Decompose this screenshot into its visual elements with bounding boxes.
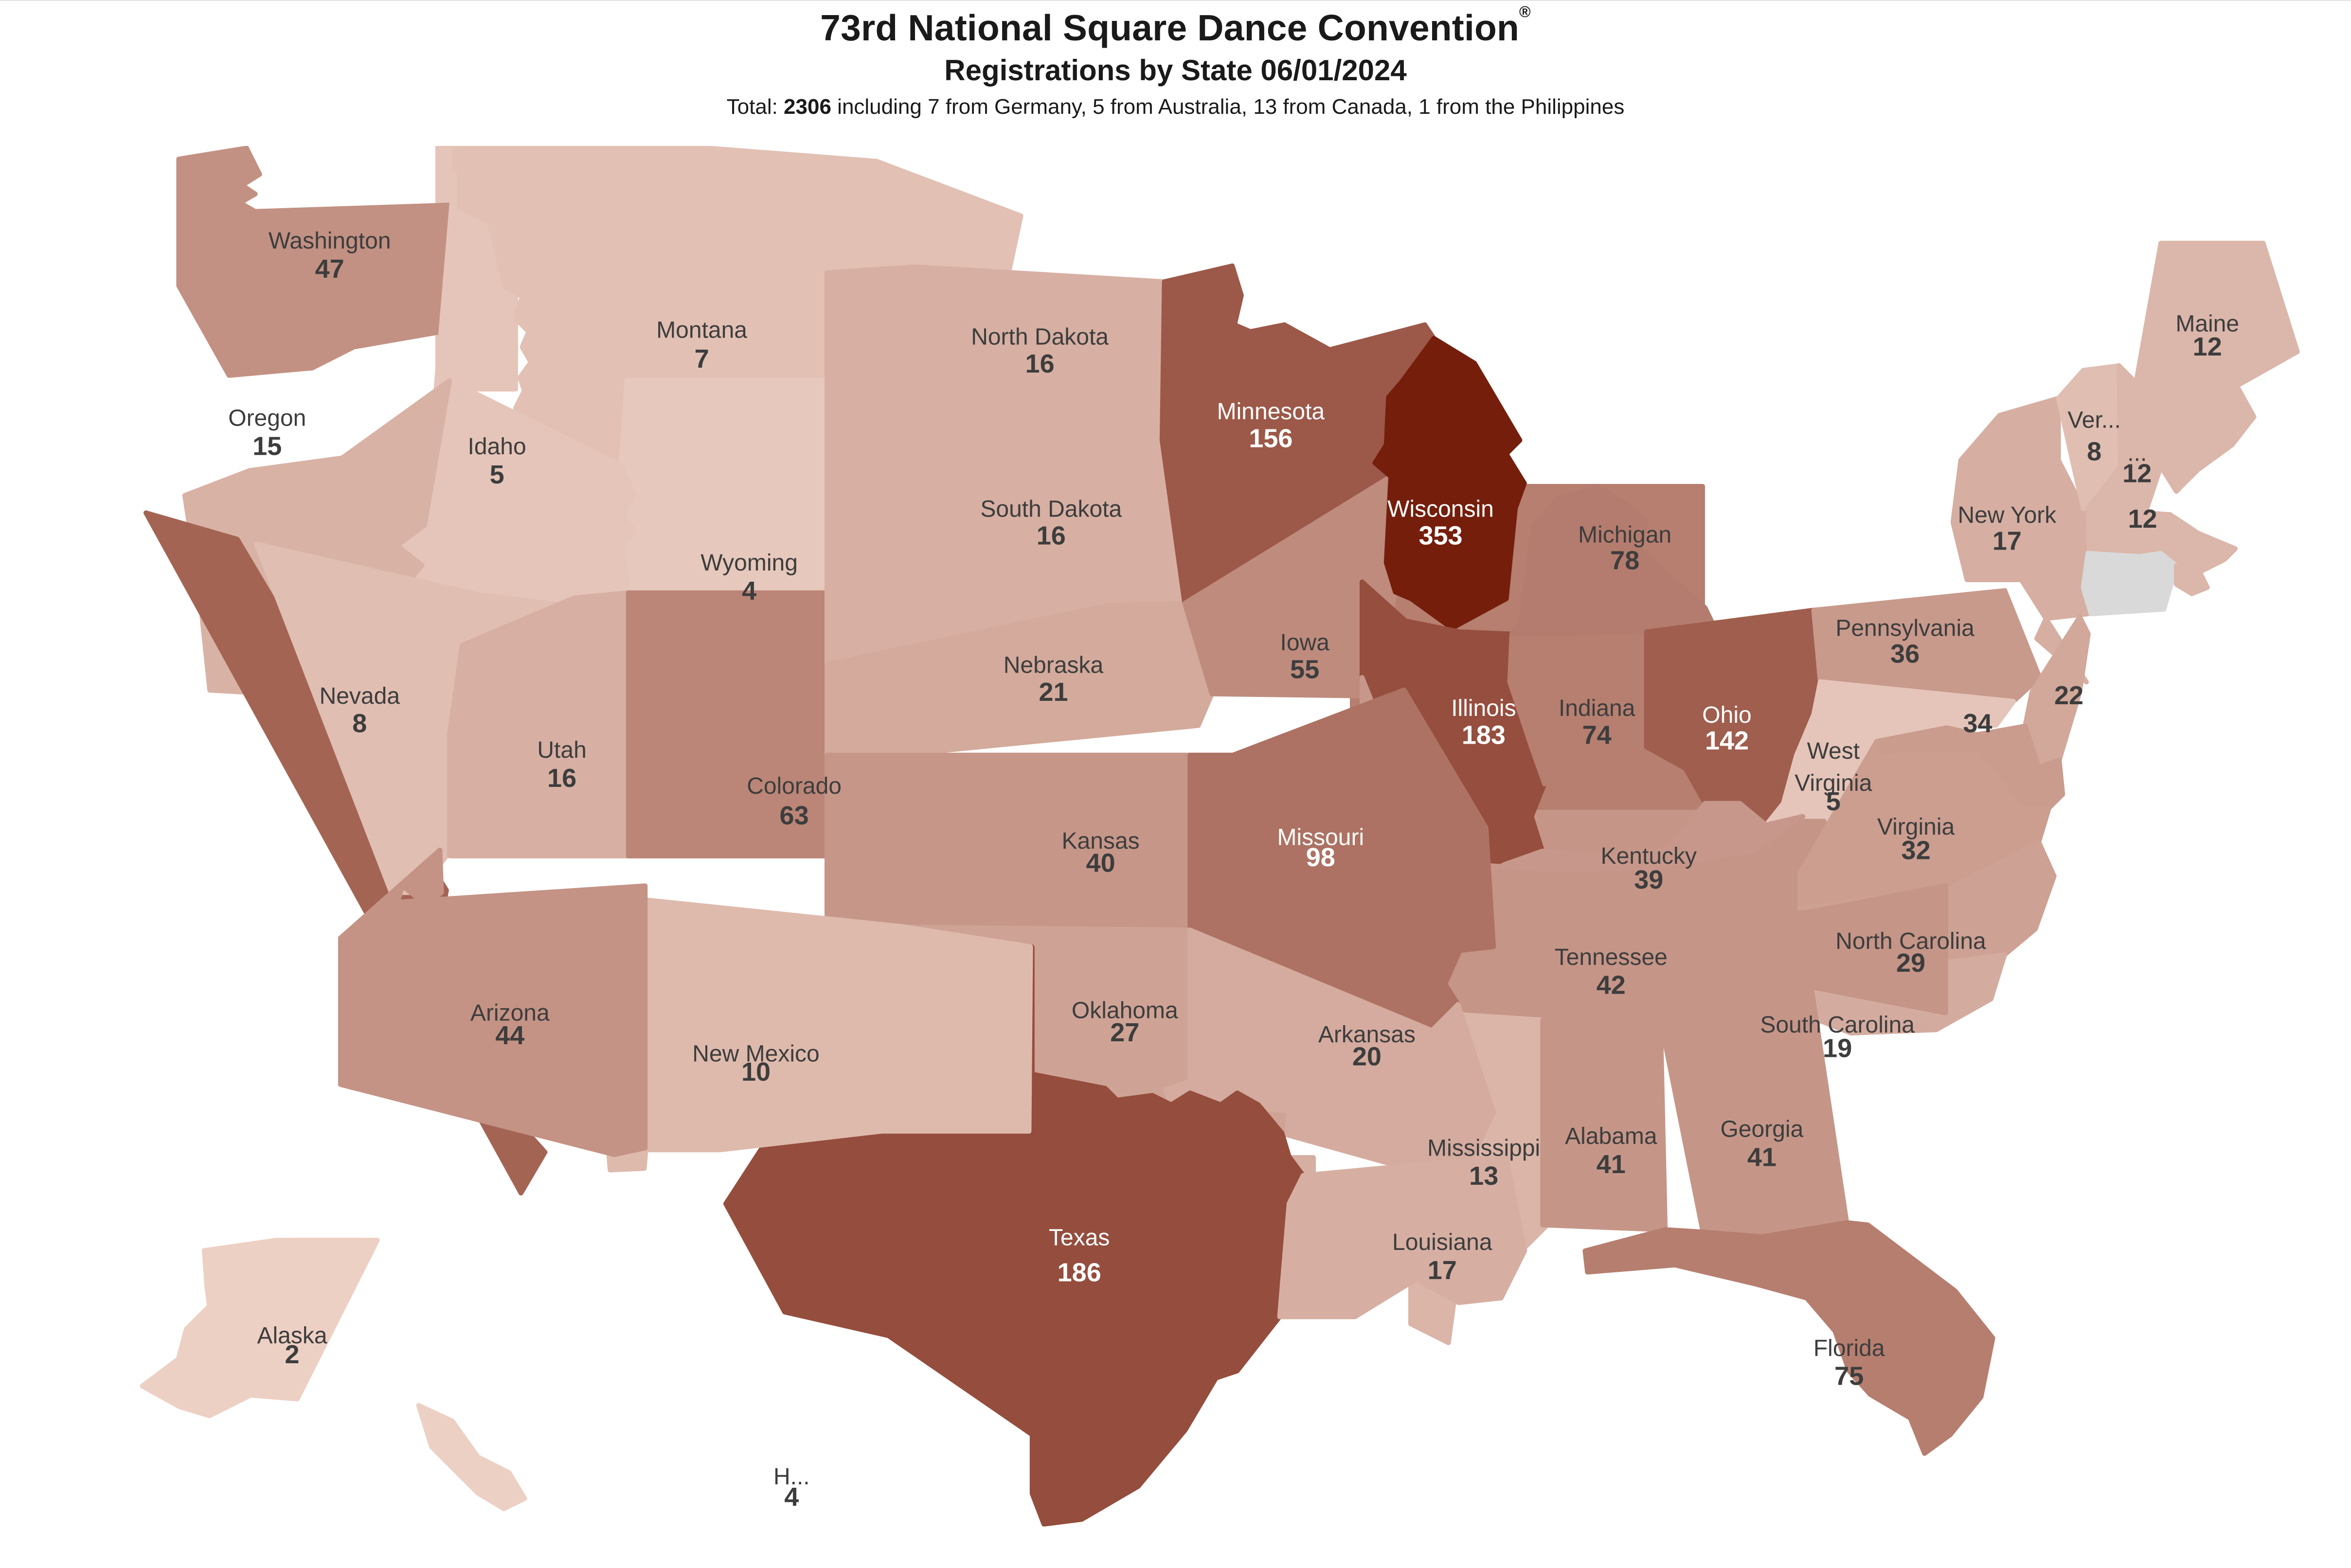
svg-text:Michigan: Michigan	[1578, 522, 1671, 548]
svg-text:Utah: Utah	[537, 737, 586, 763]
svg-text:Pennsylvania: Pennsylvania	[1835, 615, 1974, 641]
svg-text:128: 128	[87, 796, 130, 825]
svg-text:Ver...: Ver...	[2067, 407, 2120, 433]
svg-text:156: 156	[1249, 424, 1292, 453]
svg-text:7: 7	[695, 344, 709, 374]
svg-text:34: 34	[1963, 709, 1992, 738]
svg-text:2: 2	[285, 1340, 299, 1369]
svg-text:New York: New York	[1958, 502, 2057, 528]
svg-text:63: 63	[780, 801, 809, 830]
svg-text:41: 41	[1597, 1150, 1626, 1179]
svg-text:Colorado: Colorado	[747, 773, 842, 799]
svg-text:44: 44	[495, 1021, 524, 1050]
svg-text:74: 74	[1582, 720, 1612, 749]
Connecticut	[2083, 553, 2176, 614]
svg-text:Washington: Washington	[269, 228, 391, 254]
svg-text:Tennessee: Tennessee	[1555, 944, 1668, 970]
svg-text:19: 19	[1823, 1034, 1852, 1063]
svg-text:16: 16	[1037, 521, 1066, 551]
svg-text:Illinois: Illinois	[1451, 695, 1516, 721]
svg-text:183: 183	[1462, 720, 1506, 749]
svg-text:75: 75	[1834, 1362, 1864, 1391]
svg-text:West: West	[1807, 738, 1860, 764]
svg-text:Indiana: Indiana	[1559, 695, 1635, 721]
svg-text:39: 39	[1634, 865, 1663, 894]
svg-text:Georgia: Georgia	[1721, 1116, 1804, 1142]
svg-text:353: 353	[1418, 521, 1462, 551]
svg-text:78: 78	[1610, 546, 1639, 575]
svg-text:Minnesota: Minnesota	[1217, 399, 1325, 425]
svg-text:21: 21	[1039, 677, 1068, 707]
svg-text:98: 98	[1306, 843, 1335, 872]
svg-text:16: 16	[1025, 349, 1055, 378]
svg-text:17: 17	[1992, 526, 2022, 555]
svg-text:12: 12	[2122, 459, 2152, 488]
svg-text:27: 27	[1110, 1018, 1139, 1047]
svg-text:Ohio: Ohio	[1702, 702, 1751, 728]
svg-text:10: 10	[741, 1057, 771, 1087]
svg-text:4: 4	[784, 1482, 799, 1512]
svg-text:Iowa: Iowa	[1280, 630, 1330, 656]
svg-text:5: 5	[1826, 787, 1841, 816]
New Mexico	[589, 894, 1031, 1170]
svg-text:5: 5	[490, 460, 504, 489]
svg-text:Mississippi: Mississippi	[1427, 1135, 1540, 1161]
svg-text:Alabama: Alabama	[1565, 1123, 1657, 1149]
svg-text:32: 32	[1902, 836, 1931, 865]
svg-text:13: 13	[1469, 1161, 1498, 1191]
svg-text:36: 36	[1890, 639, 1920, 668]
svg-text:North Dakota: North Dakota	[971, 324, 1109, 350]
svg-text:Florida: Florida	[1813, 1336, 1885, 1361]
svg-text:Wisconsin: Wisconsin	[1387, 496, 1494, 522]
AlaskaPanhandle	[419, 1406, 525, 1509]
svg-text:16: 16	[547, 764, 576, 793]
svg-text:15: 15	[252, 431, 282, 461]
svg-text:42: 42	[1597, 971, 1626, 1000]
svg-text:South Dakota: South Dakota	[980, 496, 1122, 522]
svg-text:Wyoming: Wyoming	[700, 550, 798, 576]
svg-text:40: 40	[1086, 849, 1115, 878]
svg-text:29: 29	[1896, 948, 1925, 978]
svg-text:8: 8	[2087, 437, 2101, 466]
Maine	[2136, 243, 2297, 491]
svg-text:California: California	[59, 770, 158, 796]
svg-text:Louisiana: Louisiana	[1392, 1229, 1492, 1255]
svg-text:Nevada: Nevada	[320, 683, 400, 709]
svg-text:Oregon: Oregon	[228, 405, 306, 431]
svg-text:Nebraska: Nebraska	[1004, 652, 1104, 678]
svg-text:55: 55	[1290, 655, 1319, 684]
svg-text:4: 4	[742, 576, 756, 606]
svg-text:12: 12	[2193, 332, 2222, 361]
svg-text:186: 186	[1058, 1258, 1101, 1287]
svg-text:41: 41	[1747, 1142, 1777, 1172]
svg-text:20: 20	[1352, 1042, 1382, 1071]
svg-text:Montana: Montana	[656, 318, 747, 343]
svg-text:142: 142	[1705, 726, 1749, 755]
svg-text:Texas: Texas	[1049, 1225, 1110, 1250]
North Dakota	[827, 267, 1165, 441]
Florida	[1585, 1223, 1993, 1454]
svg-text:47: 47	[315, 254, 344, 284]
svg-text:22: 22	[2054, 681, 2083, 710]
svg-text:17: 17	[1428, 1256, 1457, 1285]
svg-text:Idaho: Idaho	[468, 434, 526, 460]
svg-text:8: 8	[352, 709, 367, 738]
svg-text:12: 12	[2128, 504, 2157, 534]
